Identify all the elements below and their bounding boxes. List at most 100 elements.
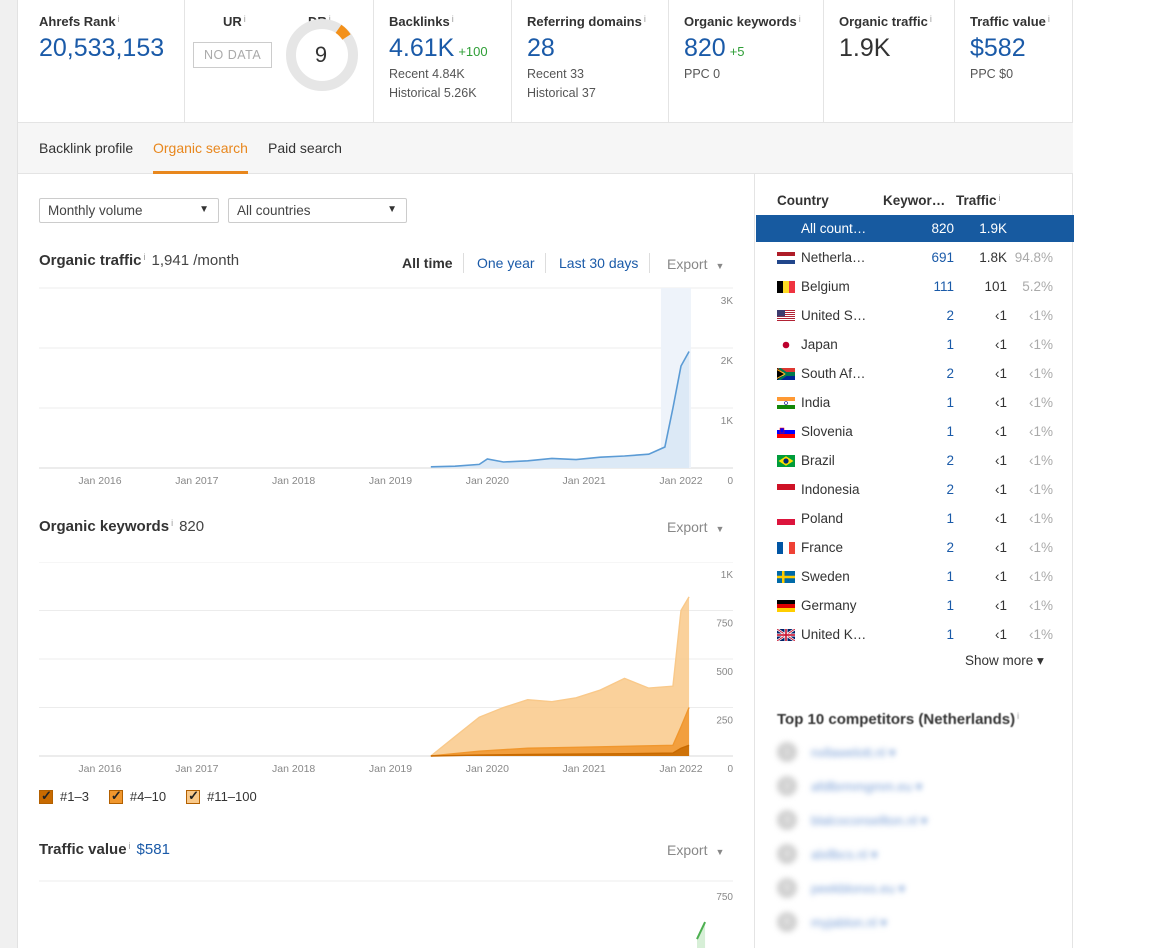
country-row[interactable]: Germany 1 ‹1 ‹1% bbox=[756, 592, 1074, 619]
traffic-value-export[interactable]: Export ▼ bbox=[667, 842, 725, 858]
legend-4-10[interactable]: #4–10 bbox=[108, 788, 166, 804]
organic-traffic-export[interactable]: Export ▼ bbox=[667, 256, 725, 272]
country-row[interactable]: Sweden 1 ‹1 ‹1% bbox=[756, 563, 1074, 590]
info-icon[interactable]: i bbox=[998, 193, 1001, 203]
country-row[interactable]: Netherla… 691 1.8K 94.8% bbox=[756, 244, 1074, 271]
metric-ahrefs-rank: Ahrefs Rank i 20,533,153 bbox=[18, 0, 185, 122]
traffic-area bbox=[430, 351, 690, 468]
backlinks-historical: Historical 5.26K bbox=[389, 85, 477, 100]
country-traffic: ‹1 bbox=[994, 424, 1007, 439]
checkbox-icon[interactable] bbox=[108, 788, 123, 804]
country-keywords[interactable]: 820 bbox=[931, 221, 954, 236]
competitor-domain[interactable]: peekblonxs.eu ▾ bbox=[811, 881, 905, 896]
info-icon[interactable]: i bbox=[171, 518, 174, 528]
volume-select[interactable]: Monthly volume ▼ bbox=[39, 198, 219, 223]
traffic-value-chart[interactable]: 750 bbox=[18, 879, 754, 948]
traffic-value-value[interactable]: $582 bbox=[970, 34, 1026, 62]
country-row[interactable]: France 2 ‹1 ‹1% bbox=[756, 534, 1074, 561]
range-all-time[interactable]: All time bbox=[402, 255, 453, 271]
info-icon[interactable]: i bbox=[798, 14, 801, 24]
traffic-value-amount: $581 bbox=[136, 841, 170, 858]
country-keywords[interactable]: 1 bbox=[946, 569, 954, 584]
checkbox-icon[interactable] bbox=[186, 788, 201, 804]
country-row[interactable]: Slovenia 1 ‹1 ‹1% bbox=[756, 418, 1074, 445]
country-keywords[interactable]: 1 bbox=[946, 424, 954, 439]
ahrefs-rank-label: Ahrefs Rank bbox=[39, 14, 116, 29]
competitor-domain[interactable]: afdlbrmmgmm.eu ▾ bbox=[811, 779, 923, 794]
country-row[interactable]: Poland 1 ‹1 ‹1% bbox=[756, 505, 1074, 532]
info-icon[interactable]: i bbox=[243, 14, 246, 24]
country-keywords[interactable]: 2 bbox=[946, 482, 954, 497]
dr-value[interactable]: 9 bbox=[314, 42, 328, 67]
info-icon[interactable]: i bbox=[143, 252, 146, 262]
country-col-header[interactable]: Country bbox=[777, 193, 829, 208]
flag-icon-de bbox=[777, 600, 795, 612]
keywords-area-#4–10 bbox=[430, 707, 690, 756]
competitor-domain[interactable]: nxllawelott.nl ▾ bbox=[811, 745, 896, 760]
range-one-year[interactable]: One year bbox=[477, 255, 535, 271]
tab-organic-search[interactable]: Organic search bbox=[153, 140, 248, 156]
x-tick-label: Jan 2021 bbox=[563, 763, 606, 775]
x-tick-label: Jan 2021 bbox=[563, 475, 606, 487]
country-row[interactable]: All count… 820 1.9K bbox=[756, 215, 1074, 242]
checkbox-icon[interactable] bbox=[39, 788, 53, 804]
country-keywords[interactable]: 2 bbox=[946, 540, 954, 555]
country-keywords[interactable]: 691 bbox=[931, 250, 954, 265]
info-icon[interactable]: i bbox=[328, 14, 331, 24]
country-keywords[interactable]: 2 bbox=[946, 366, 954, 381]
legend-11-100[interactable]: #11–100 bbox=[186, 788, 257, 804]
competitors-title: Top 10 competitors (Netherlands) i bbox=[777, 711, 1020, 728]
countries-select[interactable]: All countries ▼ bbox=[228, 198, 407, 223]
competitor-domain[interactable]: blalcoconsellton.nl ▾ bbox=[811, 813, 928, 828]
country-row[interactable]: United S… 2 ‹1 ‹1% bbox=[756, 302, 1074, 329]
competitor-domain[interactable]: myjablon.nl ▾ bbox=[811, 915, 887, 930]
country-row[interactable]: United K… 1 ‹1 ‹1% bbox=[756, 621, 1074, 648]
organic-traffic-chart[interactable]: 0 1K 2K 3K Jan 2016 Jan 2017 Jan 2018 Jan 2019 J… bbox=[18, 282, 754, 497]
country-name: United K… bbox=[801, 627, 867, 642]
competitor-rank: 2 bbox=[777, 776, 797, 796]
country-keywords[interactable]: 111 bbox=[933, 279, 954, 294]
organic-keywords-export[interactable]: Export ▼ bbox=[667, 519, 725, 535]
country-row[interactable]: Japan 1 ‹1 ‹1% bbox=[756, 331, 1074, 358]
info-icon[interactable]: i bbox=[128, 841, 131, 851]
country-keywords[interactable]: 1 bbox=[946, 598, 954, 613]
country-row[interactable]: Indonesia 2 ‹1 ‹1% bbox=[756, 476, 1074, 503]
keywords-col-header[interactable]: Keywor… bbox=[883, 193, 946, 208]
country-row[interactable]: Belgium 111 101 5.2% bbox=[756, 273, 1074, 300]
section-tabs: Backlink profile Organic search Paid sea… bbox=[18, 123, 1073, 174]
info-icon[interactable]: i bbox=[117, 14, 120, 24]
info-icon[interactable]: i bbox=[1047, 14, 1050, 24]
country-keywords[interactable]: 2 bbox=[946, 308, 954, 323]
flag-icon-id bbox=[777, 484, 795, 496]
legend-top3[interactable]: #1–3 bbox=[39, 788, 89, 804]
traffic-col-header[interactable]: Traffic i bbox=[956, 193, 1001, 208]
referring-domains-value[interactable]: 28 bbox=[527, 34, 555, 62]
organic-keywords-chart[interactable]: 0 250 500 750 1K Jan 2016 Jan 2017 Jan 2018 Jan … bbox=[18, 562, 754, 784]
range-last-30-days[interactable]: Last 30 days bbox=[559, 255, 639, 271]
country-traffic: 1.8K bbox=[979, 250, 1007, 265]
info-icon[interactable]: i bbox=[929, 14, 932, 24]
tab-paid-search[interactable]: Paid search bbox=[268, 140, 342, 156]
info-icon[interactable]: i bbox=[1017, 711, 1020, 721]
ahrefs-rank-value[interactable]: 20,533,153 bbox=[39, 34, 165, 62]
country-row[interactable]: South Af… 2 ‹1 ‹1% bbox=[756, 360, 1074, 387]
info-icon[interactable]: i bbox=[643, 14, 646, 24]
country-keywords[interactable]: 1 bbox=[946, 337, 954, 352]
country-keywords[interactable]: 1 bbox=[946, 627, 954, 642]
country-row[interactable]: India 1 ‹1 ‹1% bbox=[756, 389, 1074, 416]
backlinks-value[interactable]: 4.61K bbox=[389, 34, 455, 62]
tab-backlink-profile[interactable]: Backlink profile bbox=[39, 140, 134, 156]
organic-keywords-value[interactable]: 820 bbox=[684, 34, 726, 62]
country-keywords[interactable]: 2 bbox=[946, 453, 954, 468]
country-row[interactable]: Brazil 2 ‹1 ‹1% bbox=[756, 447, 1074, 474]
country-keywords[interactable]: 1 bbox=[946, 511, 954, 526]
x-tick-label: Jan 2022 bbox=[659, 475, 702, 487]
country-keywords[interactable]: 1 bbox=[946, 395, 954, 410]
active-tab-underline bbox=[153, 171, 248, 174]
competitor-domain[interactable]: alxllbcs.nl ▾ bbox=[811, 847, 878, 862]
dr-gauge bbox=[286, 19, 358, 91]
competitor-rank: 6 bbox=[777, 912, 797, 932]
backlinks-label: Backlinks bbox=[389, 14, 450, 29]
show-more-link[interactable]: Show more ▾ bbox=[965, 653, 1044, 668]
info-icon[interactable]: i bbox=[451, 14, 454, 24]
